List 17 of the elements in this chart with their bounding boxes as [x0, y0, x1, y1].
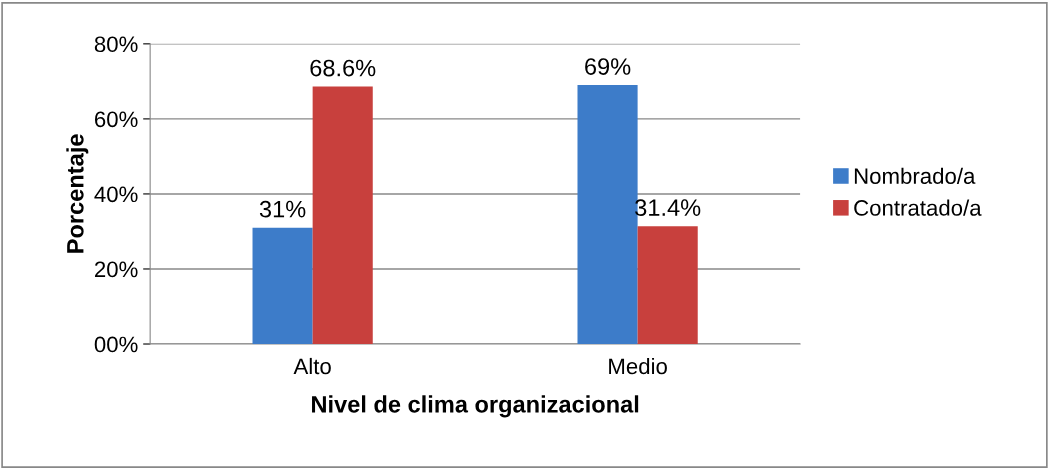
x-tick-label: Medio [609, 357, 667, 375]
bar [252, 227, 313, 345]
data-label: 68.6% [310, 59, 376, 77]
y-axis-title: Porcentaje [66, 134, 89, 253]
y-tick-label: 60% [95, 111, 138, 128]
legend-label: Contratado/a [854, 199, 982, 216]
x-axis-title: Nivel de clima organizacional [312, 395, 639, 418]
y-tick-label: 40% [94, 186, 138, 203]
bar [637, 226, 698, 345]
data-label: 69% [585, 58, 631, 75]
data-label: 31% [259, 200, 306, 218]
y-tick-label: 20% [94, 261, 138, 278]
legend-label: Nombrado/a [854, 167, 976, 184]
y-tick-label: 00% [94, 336, 138, 353]
bar [312, 86, 373, 345]
y-tick-label: 80% [94, 36, 138, 53]
x-tick-label: Alto [293, 357, 331, 375]
